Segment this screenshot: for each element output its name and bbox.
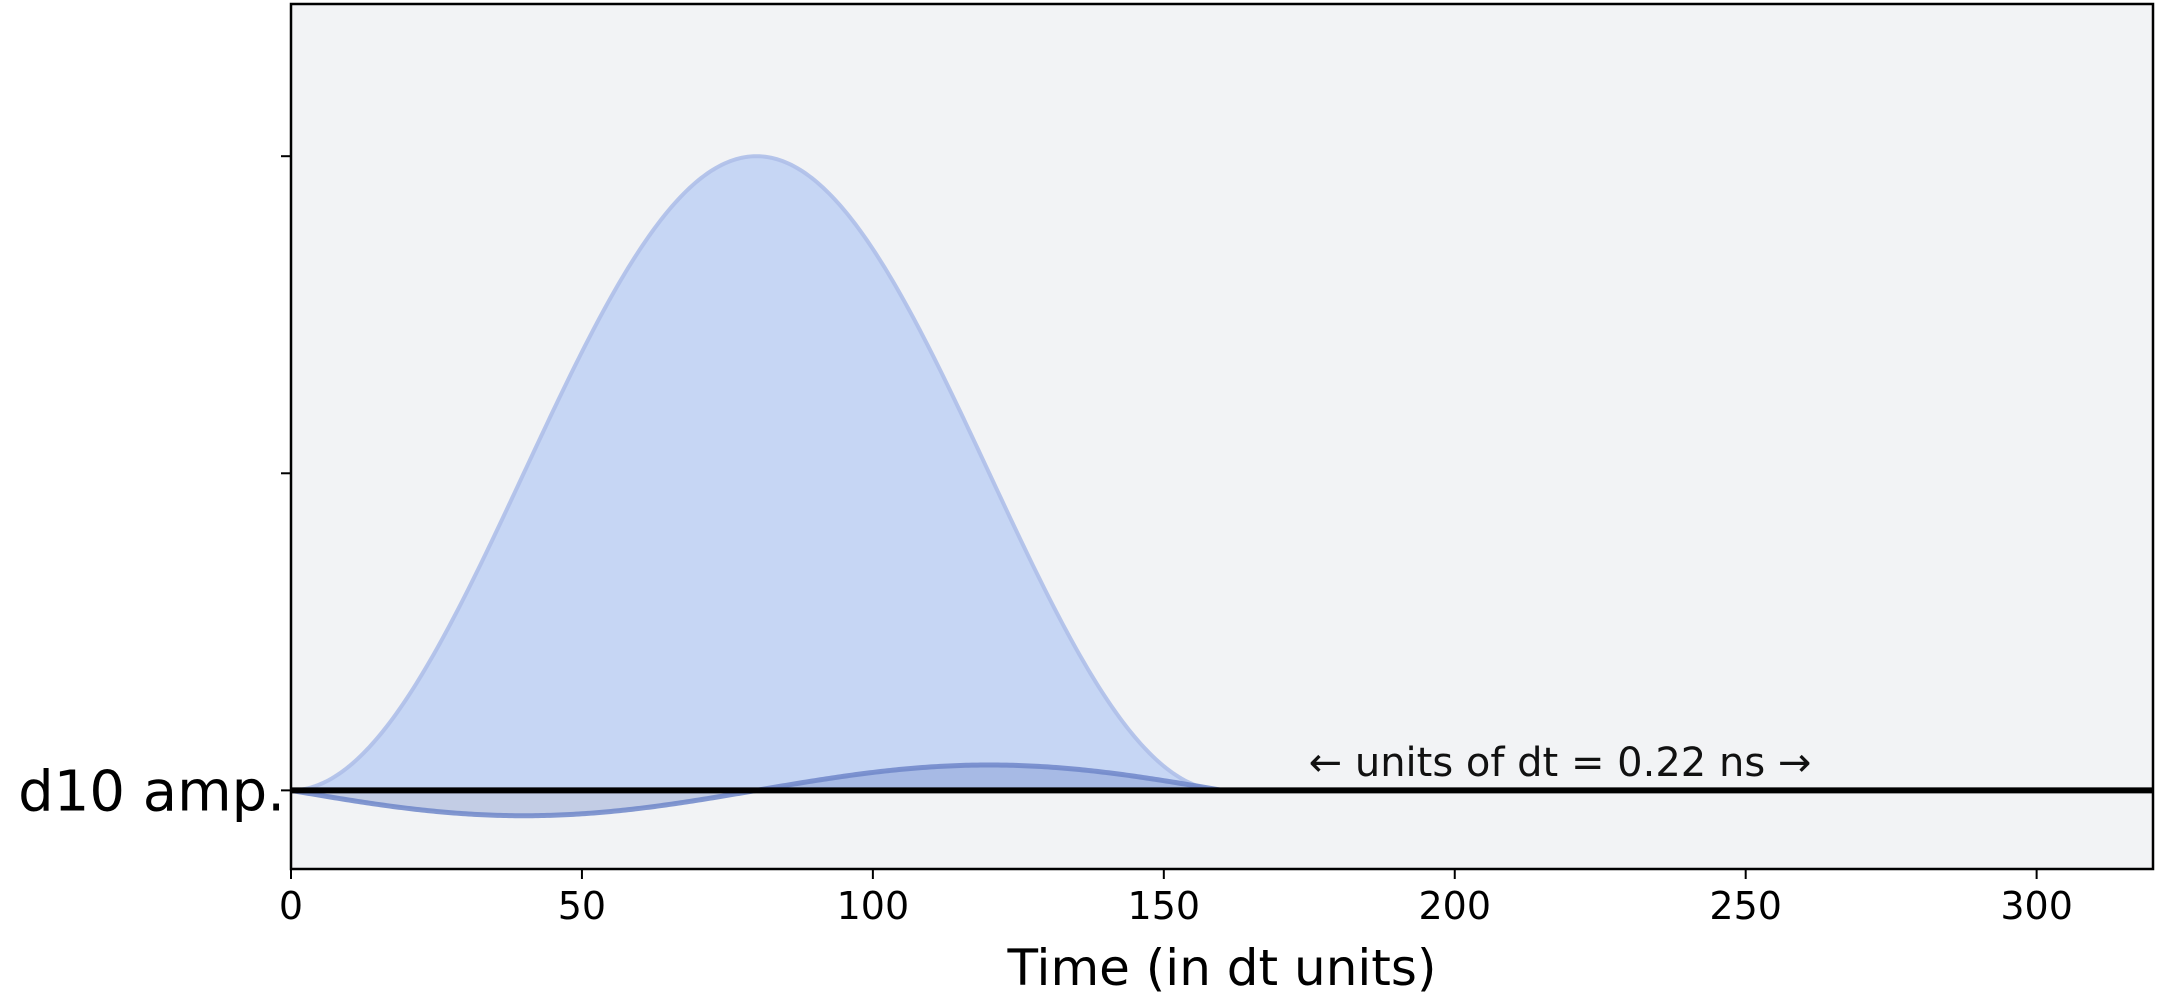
x-tick-label: 200	[1418, 884, 1491, 928]
axis-ticks: 0 50 100 150 200 250 300	[279, 155, 2073, 928]
x-tick-label: 150	[1128, 884, 1201, 928]
plot-frame	[289, 2, 2155, 871]
x-tick-label: 50	[558, 884, 606, 928]
x-tick-label: 300	[2000, 884, 2073, 928]
imaginary-component-area	[291, 765, 1222, 816]
dt-annotation: ← units of dt = 0.22 ns →	[1309, 740, 1812, 786]
x-tick-label: 0	[279, 884, 303, 928]
channel-label: d10 amp.	[18, 759, 285, 824]
real-component-line	[290, 154, 1223, 793]
real-component-area	[291, 156, 1222, 791]
x-axis-label: Time (in dt units)	[1007, 939, 1437, 997]
x-tick-label: 100	[837, 884, 910, 928]
x-tick-label: 250	[1709, 884, 1782, 928]
